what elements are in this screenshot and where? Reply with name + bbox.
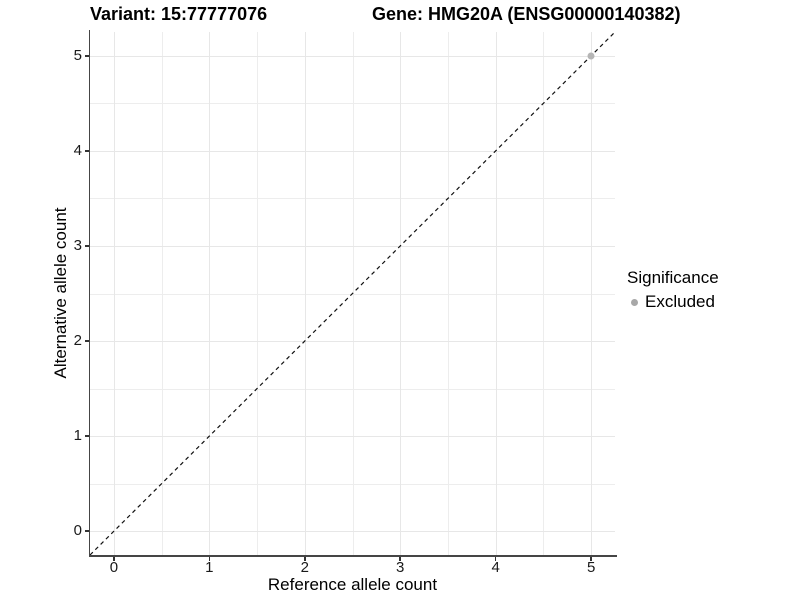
- gridline-major-vertical: [113, 32, 115, 555]
- y-axis-tick: [84, 245, 89, 247]
- y-tick-label: 5: [73, 46, 82, 64]
- plot-title-gene: Gene: HMG20A (ENSG00000140382): [372, 4, 681, 24]
- gridline-major-horizontal: [90, 436, 615, 438]
- gridline-major-vertical: [400, 32, 402, 555]
- y-axis-title-text: Alternative allele count: [51, 207, 70, 379]
- reference-line-layer: [89, 31, 616, 556]
- y-axis-tick: [84, 340, 89, 342]
- y-tick-label: 0: [73, 522, 82, 540]
- y-tick-label: 4: [73, 141, 82, 159]
- x-axis-tick: [113, 556, 115, 561]
- x-tick-label: 3: [396, 559, 405, 576]
- gridline-minor-horizontal: [90, 103, 615, 105]
- gridline-minor-horizontal: [90, 198, 615, 200]
- plot-title-variant: Variant: 15:77777076: [90, 4, 268, 24]
- y-axis-tick: [84, 55, 89, 57]
- legend-entry-excluded: Excluded: [627, 292, 719, 312]
- data-point-excluded: [587, 52, 595, 60]
- gridline-minor-horizontal: [90, 483, 615, 485]
- gridline-major-vertical: [591, 32, 593, 555]
- y-tick-label: 2: [73, 332, 82, 350]
- y-tick-label: 3: [73, 236, 82, 254]
- gridline-major-vertical: [209, 32, 211, 555]
- plot-panel: [89, 31, 616, 556]
- x-axis-line: [88, 555, 617, 557]
- x-axis-tick: [304, 556, 306, 561]
- x-tick-label: 4: [491, 559, 500, 576]
- x-tick-label: 2: [300, 559, 309, 576]
- x-axis-title: Reference allele count: [267, 575, 438, 594]
- x-tick-label: 5: [586, 559, 596, 576]
- x-axis-tick: [208, 556, 211, 561]
- gridline-major-vertical: [495, 32, 497, 555]
- legend-title: Significance: [627, 268, 719, 287]
- gridline-major-horizontal: [90, 531, 615, 533]
- y-axis-line: [88, 30, 90, 557]
- x-tick-label: 1: [205, 559, 214, 576]
- identity-line: [89, 31, 616, 556]
- gridline-major-horizontal: [90, 150, 615, 152]
- y-axis-tick: [84, 435, 89, 437]
- legend-entry-label: Excluded: [645, 292, 715, 311]
- x-axis-tick: [590, 556, 592, 561]
- y-tick-label: 1: [73, 427, 82, 445]
- gridline-minor-horizontal: [90, 388, 615, 390]
- gridline-major-horizontal: [90, 55, 615, 57]
- x-tick-label: 0: [109, 559, 119, 576]
- legend: Significance Excluded: [627, 268, 719, 312]
- y-axis-tick: [84, 150, 89, 152]
- gridline-major-horizontal: [90, 245, 615, 247]
- x-axis-tick: [494, 556, 497, 561]
- y-axis-tick: [84, 530, 89, 532]
- gridline-major-horizontal: [90, 341, 615, 343]
- gridline-major-vertical: [304, 32, 306, 555]
- x-axis-tick: [399, 556, 401, 561]
- excluded-point-icon: [631, 298, 638, 306]
